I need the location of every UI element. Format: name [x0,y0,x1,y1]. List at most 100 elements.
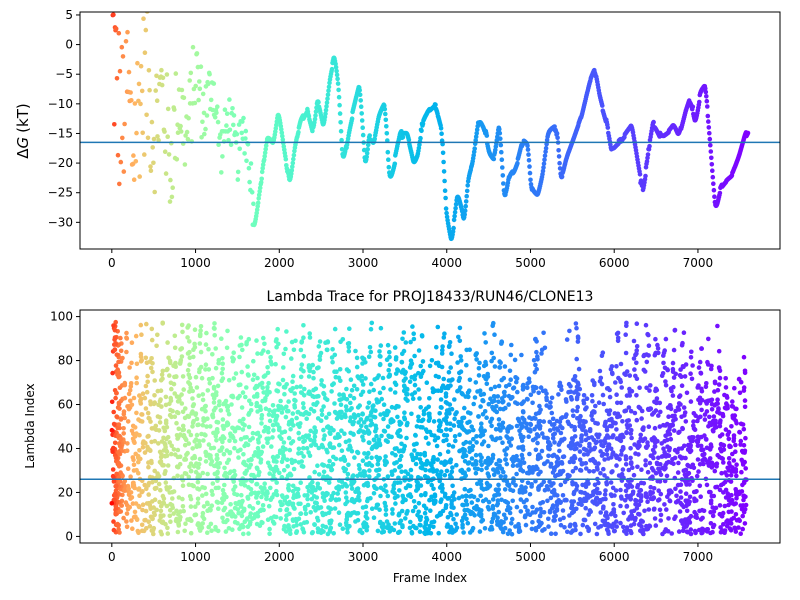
lambda-point [121,515,126,521]
lambda-point [574,394,580,400]
lambda-point [170,489,175,495]
lambda-point [163,480,169,485]
lambda-point [342,412,348,417]
lambda-point [525,381,530,386]
lambda-point [387,349,392,355]
lambda-point [316,445,322,451]
lambda-point [642,436,648,442]
lambda-point [658,491,664,497]
delta-g-point [159,67,164,73]
lambda-point [436,424,442,430]
lambda-point [519,352,524,358]
lambda-point [461,415,467,421]
lambda-point [367,389,372,395]
lambda-point [392,446,398,452]
lambda-point [407,525,413,531]
lambda-point [240,427,246,432]
lambda-point [456,495,462,501]
lambda-point [508,377,513,383]
lambda-point [475,481,480,487]
lambda-point [181,387,186,392]
lambda-point [404,435,409,441]
lambda-point [416,414,421,420]
lambda-point [670,366,676,372]
lambda-point [481,398,486,404]
delta-g-point [241,115,246,121]
lambda-point [414,424,420,429]
delta-g-point [357,88,363,93]
lambda-point [232,491,237,497]
lambda-point [265,490,270,496]
lambda-point [167,412,173,418]
lambda-point [454,462,459,468]
lambda-point [405,398,410,403]
lambda-point [160,320,165,326]
lambda-point [225,328,230,334]
lambda-point [247,503,252,509]
delta-g-point [433,102,438,108]
delta-g-point [122,121,127,127]
lambda-point [698,414,703,420]
lambda-point [333,456,339,462]
delta-g-point [709,162,715,167]
delta-g-point [327,80,332,86]
lambda-point [158,454,164,460]
lambda-point [633,497,638,503]
lambda-point [619,471,625,477]
lambda-point [167,513,173,519]
lambda-point [415,486,421,492]
lambda-point [271,428,276,433]
lambda-point [678,500,683,506]
lambda-point [392,461,397,466]
lambda-point [684,508,690,514]
delta-g-point [261,157,267,163]
lambda-point [252,386,258,391]
lambda-point [448,427,453,433]
lambda-point [365,405,371,410]
lambda-point [201,504,207,509]
delta-g-point [542,157,547,163]
lambda-point [577,443,583,448]
lambda-point [210,414,216,420]
lambda-point [154,343,159,349]
lambda-point [147,524,153,529]
lambda-point [437,451,443,457]
lambda-point [321,384,327,389]
lambda-point [467,347,473,353]
delta-g-point [178,129,184,134]
lambda-point [672,328,678,333]
lambda-point [630,491,636,496]
lambda-point [150,369,155,375]
lambda-point [267,418,273,424]
lambda-point [332,409,338,415]
x-tick-label: 0 [108,256,116,270]
lambda-point [149,356,154,361]
lambda-point [251,394,257,399]
lambda-point [622,408,627,414]
delta-g-point [260,162,266,168]
lambda-point [146,464,151,470]
delta-g-point [442,188,448,193]
lambda-point [527,451,532,457]
lambda-point [168,395,173,401]
lambda-point [612,411,618,416]
lambda-point [590,456,596,462]
lambda-point [613,380,618,385]
lambda-point [600,392,606,398]
lambda-point [210,481,216,486]
lambda-point [317,353,323,359]
lambda-point [195,479,201,485]
delta-g-point [263,143,269,148]
lambda-point [296,409,301,415]
lambda-point [215,469,220,475]
lambda-point [633,515,638,521]
lambda-point [215,420,221,425]
lambda-point [351,499,357,505]
lambda-point [541,510,547,515]
lambda-point [351,480,356,486]
lambda-point [510,498,515,504]
delta-g-point [249,190,255,195]
lambda-point [532,369,538,375]
lambda-point [641,481,647,486]
lambda-point [524,425,529,431]
